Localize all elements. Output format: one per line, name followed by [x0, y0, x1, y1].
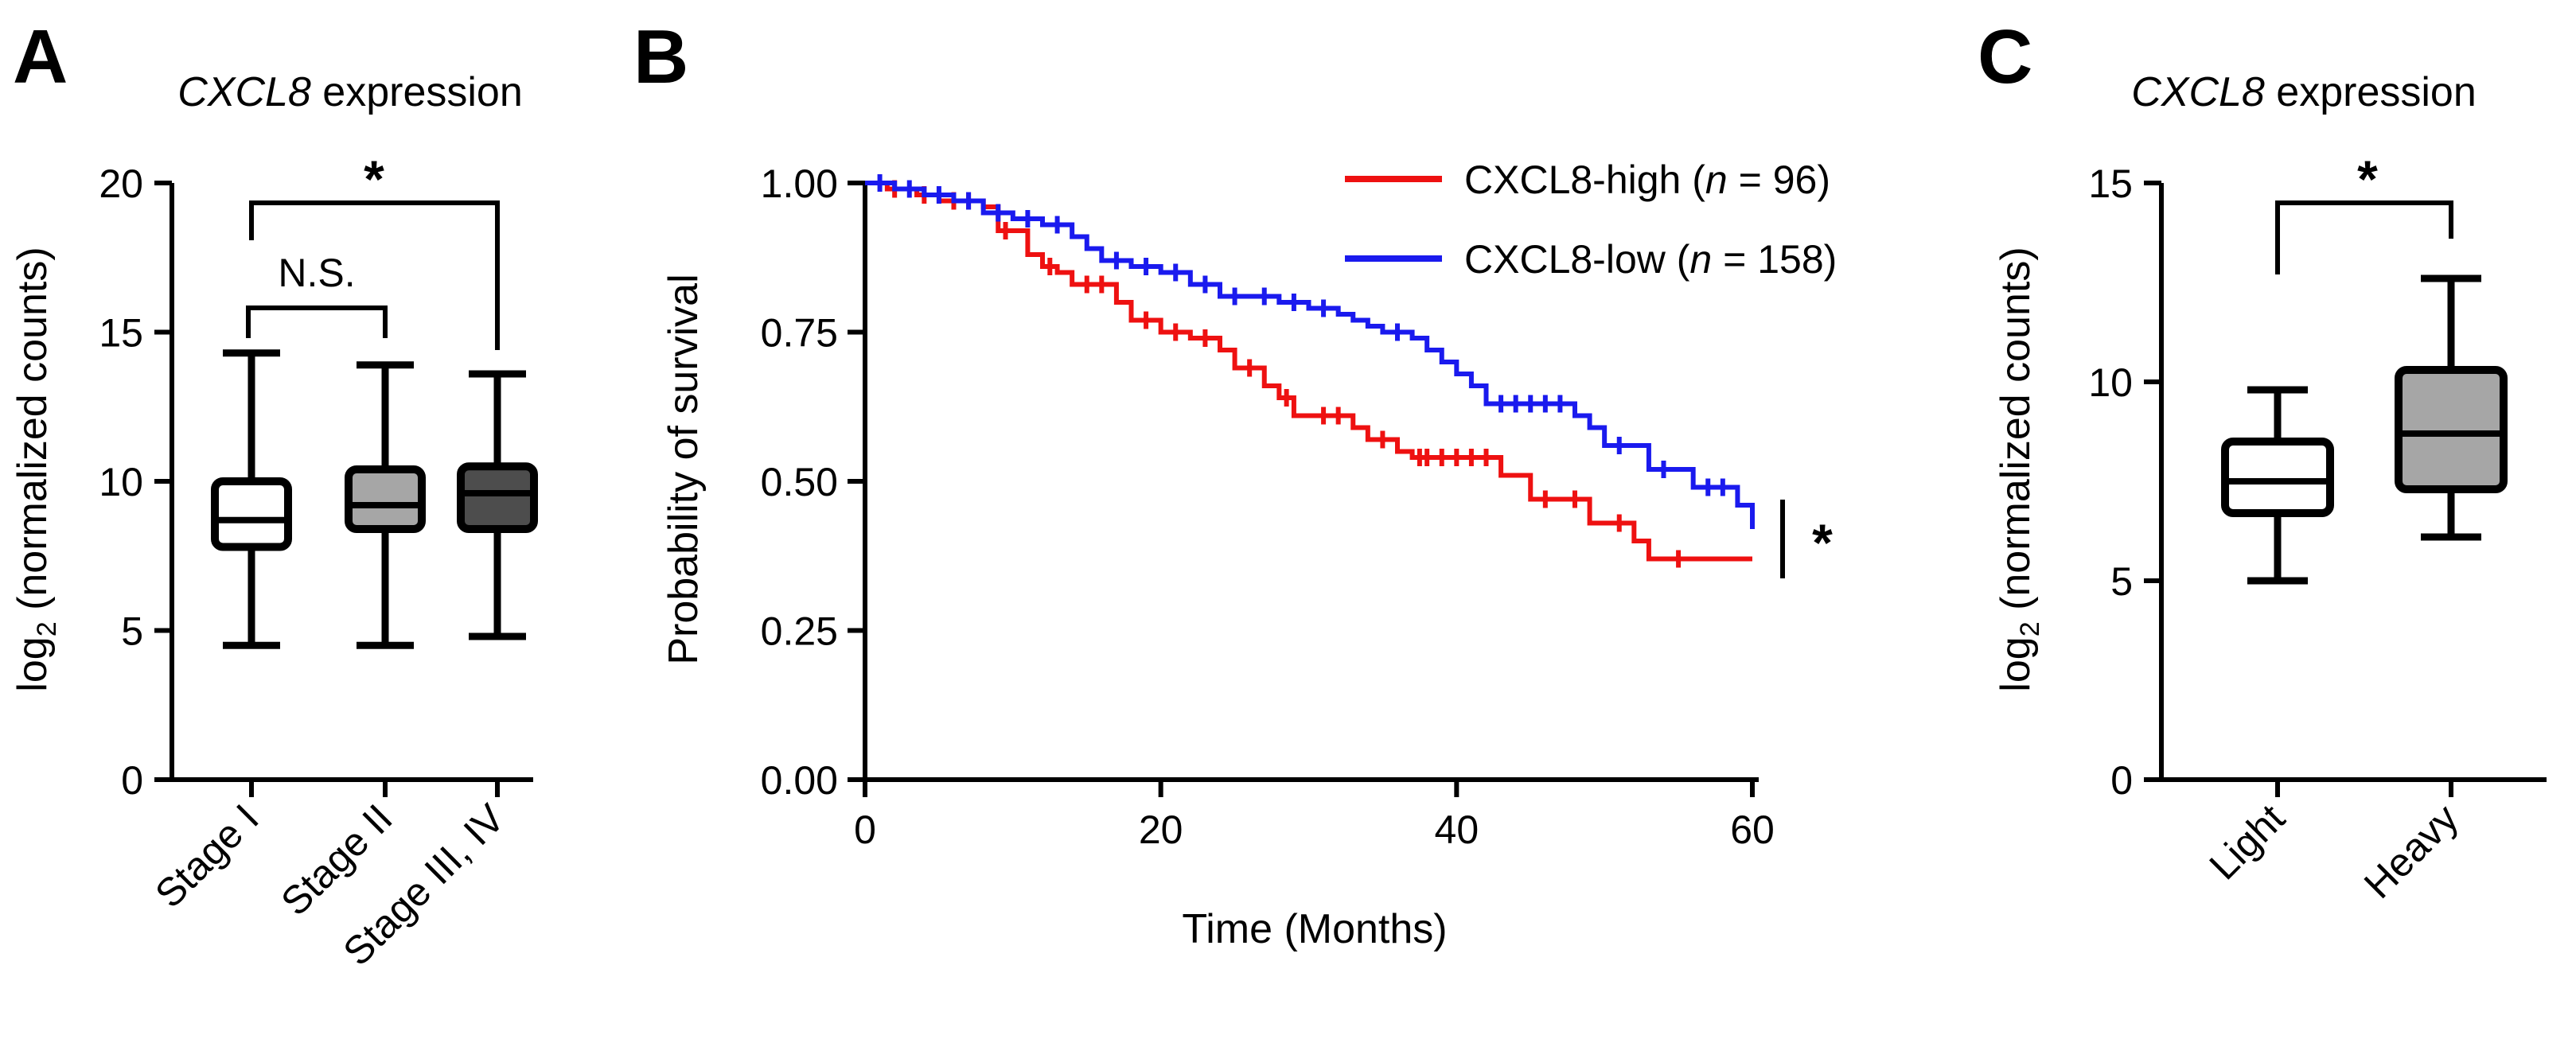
panel-a-ytick-label: 20 — [99, 161, 143, 206]
panel-a-title-rest: expression — [311, 69, 523, 115]
box-light — [2221, 386, 2334, 797]
legend-low-count: = 158) — [1712, 237, 1837, 282]
panel-a-ylabel: log2 (normalized counts) — [10, 247, 62, 691]
panel-c-ylabel-sub: 2 — [2015, 621, 2045, 636]
panel-c-ytick-label: 15 — [2088, 161, 2133, 206]
panel-b-ytick-label: 1.00 — [761, 161, 838, 206]
panel-c-bracket — [2275, 200, 2453, 274]
box-stage-ii — [345, 361, 426, 797]
box-iqr — [457, 462, 538, 533]
panel-b-xtick-label: 60 — [1730, 807, 1775, 852]
panel-b-xtick-label: 40 — [1435, 807, 1479, 852]
panel-a-overall-bracket — [249, 200, 500, 350]
xtick-label-stage-i: Stage I — [146, 796, 267, 916]
panel-c-title: CXCL8 expression — [2131, 69, 2477, 115]
panel-b-ylabel: Probability of survival — [661, 274, 707, 664]
box-stage-i — [211, 349, 292, 797]
legend-high-count: = 96) — [1728, 158, 1830, 202]
panel-a-title-gene: CXCL8 — [177, 69, 311, 115]
panel-c: C CXCL8 expression log2 (normalized coun… — [1978, 14, 2547, 907]
box-iqr — [211, 477, 292, 551]
legend-low-n: n — [1689, 237, 1712, 282]
panel-b-ytick-label: 0.00 — [761, 758, 838, 803]
panel-c-ylabel-log: log — [1993, 636, 2039, 691]
panel-a-ylabel-sub: 2 — [32, 621, 62, 636]
panel-c-ytick-label: 5 — [2110, 559, 2133, 604]
panel-letter-c: C — [1978, 14, 2032, 99]
panel-a-overall-sig: * — [364, 150, 384, 208]
km-curve-low — [865, 181, 1755, 529]
panel-c-ytick-label: 10 — [2088, 360, 2133, 405]
panel-a: A CXCL8 expression log2 (normalized coun… — [10, 14, 538, 975]
box-heavy — [2395, 274, 2508, 797]
legend-low-text: CXCL8-low ( — [1464, 237, 1690, 282]
panel-c-ytick-label: 0 — [2110, 758, 2133, 803]
panel-a-ns-label: N.S. — [278, 251, 355, 295]
legend-high-n: n — [1705, 158, 1728, 202]
panel-b-xlabel: Time (Months) — [1182, 906, 1447, 952]
panel-a-ylabel-log: log — [10, 636, 56, 691]
panel-a-ytick-label: 10 — [99, 460, 143, 504]
xtick-label-heavy: Heavy — [2356, 796, 2467, 907]
panel-a-ns-bracket — [246, 305, 388, 338]
panel-c-title-rest: expression — [2265, 69, 2477, 115]
panel-b-sig: * — [1812, 513, 1833, 572]
panel-letter-b: B — [633, 14, 688, 99]
panel-c-title-gene: CXCL8 — [2131, 69, 2265, 115]
panel-a-ylabel-rest: (normalized counts) — [10, 247, 56, 621]
panel-b-xtick-label: 20 — [1139, 807, 1183, 852]
panel-b-ytick-label: 0.75 — [761, 311, 838, 356]
panel-b-ytick-label: 0.25 — [761, 609, 838, 654]
legend-low-label: CXCL8-low (n = 158) — [1464, 237, 1837, 282]
box-iqr — [2221, 438, 2334, 517]
panel-a-title: CXCL8 expression — [177, 69, 523, 115]
panel-b-xtick-label: 0 — [854, 807, 876, 852]
box-iqr — [2395, 366, 2508, 493]
legend-high-text: CXCL8-high ( — [1464, 158, 1705, 202]
legend-high-label: CXCL8-high (n = 96) — [1464, 158, 1830, 202]
panel-letter-a: A — [13, 14, 68, 99]
panel-b-ytick-label: 0.50 — [761, 460, 838, 504]
box-iqr — [345, 465, 426, 533]
panel-b: B Probability of survival Time (Months) … — [633, 14, 1837, 952]
panel-a-ytick-label: 0 — [121, 758, 143, 803]
panel-a-ytick-label: 5 — [121, 609, 143, 654]
panel-c-ylabel: log2 (normalized counts) — [1993, 247, 2045, 691]
xtick-label-light: Light — [2201, 796, 2293, 888]
panel-c-ylabel-rest: (normalized counts) — [1993, 247, 2039, 621]
panel-a-ytick-label: 15 — [99, 311, 143, 356]
box-stage-iii-iv — [457, 370, 538, 797]
panel-c-sig: * — [2357, 150, 2378, 208]
